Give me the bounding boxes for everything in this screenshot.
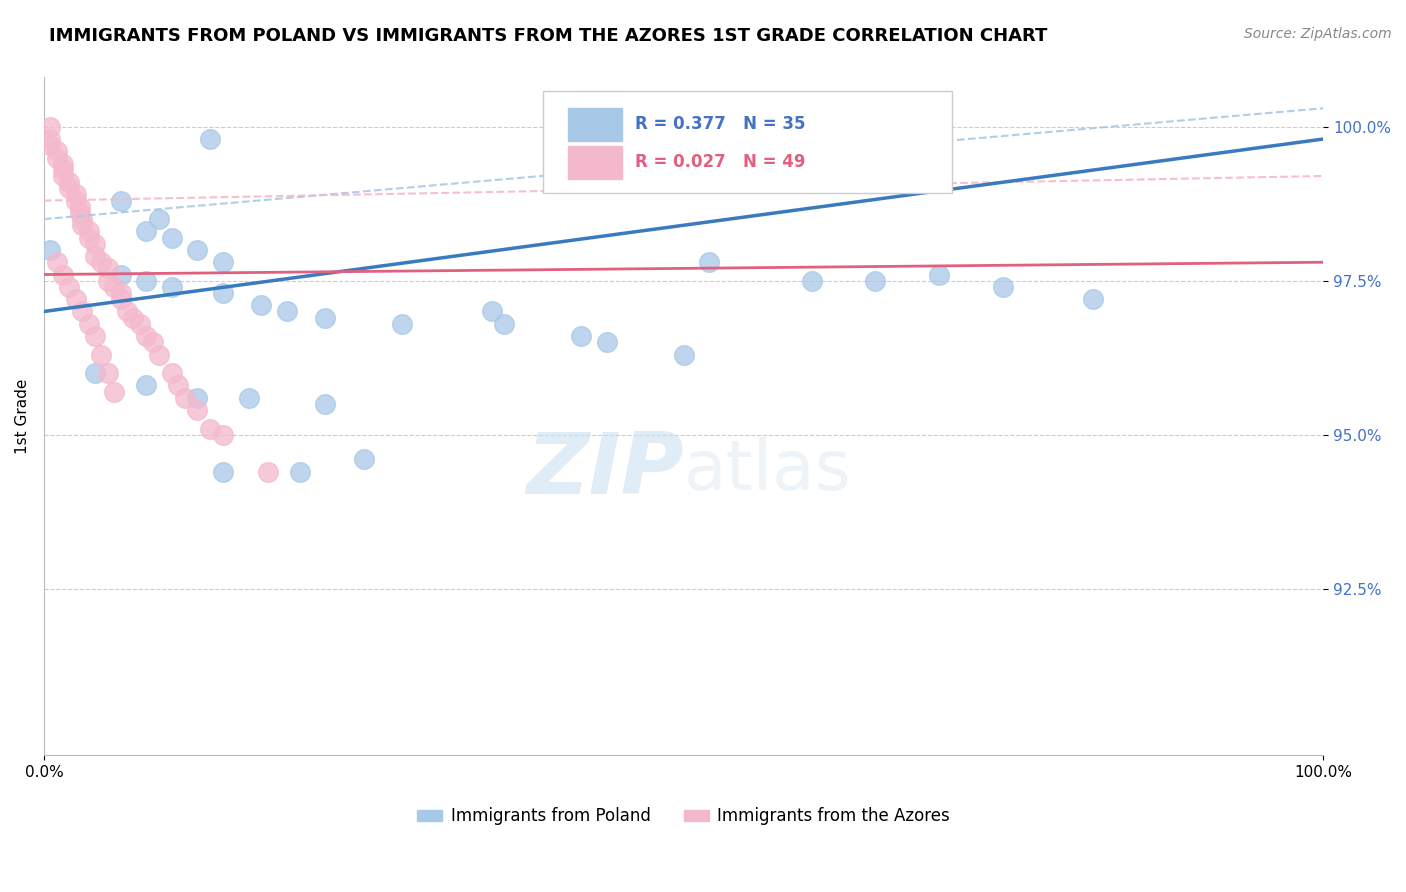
- Point: [65, 292, 87, 306]
- Point: [58, 280, 80, 294]
- Point: [69, 200, 91, 214]
- Point: [800, 274, 823, 288]
- Point: [135, 274, 157, 288]
- Y-axis label: 1st Grade: 1st Grade: [15, 378, 30, 454]
- Point: [569, 329, 592, 343]
- Point: [65, 187, 87, 202]
- Point: [77, 317, 100, 331]
- Point: [65, 194, 87, 208]
- Point: [115, 304, 138, 318]
- Point: [238, 391, 260, 405]
- Point: [672, 348, 695, 362]
- Point: [90, 348, 112, 362]
- Point: [148, 348, 170, 362]
- Point: [110, 292, 132, 306]
- Point: [97, 366, 120, 380]
- Point: [84, 236, 107, 251]
- Point: [84, 329, 107, 343]
- Point: [39, 138, 62, 153]
- Point: [90, 255, 112, 269]
- Point: [212, 427, 235, 442]
- Point: [58, 175, 80, 189]
- Point: [39, 132, 62, 146]
- Point: [45, 151, 67, 165]
- Text: ZIP: ZIP: [526, 429, 683, 512]
- Point: [128, 317, 150, 331]
- Text: R = 0.027   N = 49: R = 0.027 N = 49: [636, 153, 806, 171]
- Point: [186, 403, 208, 417]
- Point: [314, 310, 336, 325]
- Point: [288, 465, 311, 479]
- Point: [276, 304, 298, 318]
- Point: [993, 280, 1015, 294]
- Point: [481, 304, 503, 318]
- FancyBboxPatch shape: [568, 146, 623, 179]
- Point: [494, 317, 516, 331]
- Point: [110, 194, 132, 208]
- Point: [148, 212, 170, 227]
- Point: [250, 298, 273, 312]
- Point: [39, 243, 62, 257]
- Point: [97, 274, 120, 288]
- Point: [256, 465, 278, 479]
- Text: Source: ZipAtlas.com: Source: ZipAtlas.com: [1244, 27, 1392, 41]
- Point: [160, 280, 183, 294]
- Point: [160, 366, 183, 380]
- FancyBboxPatch shape: [543, 91, 952, 193]
- Point: [314, 397, 336, 411]
- Point: [186, 243, 208, 257]
- Legend: Immigrants from Poland, Immigrants from the Azores: Immigrants from Poland, Immigrants from …: [411, 800, 956, 832]
- Point: [353, 452, 375, 467]
- Point: [160, 230, 183, 244]
- Point: [103, 280, 125, 294]
- Point: [103, 384, 125, 399]
- Point: [77, 230, 100, 244]
- Point: [52, 156, 75, 170]
- Point: [72, 219, 94, 233]
- Point: [212, 285, 235, 300]
- Text: atlas: atlas: [683, 437, 852, 504]
- Point: [697, 255, 720, 269]
- Point: [596, 335, 619, 350]
- Point: [45, 145, 67, 159]
- Point: [39, 120, 62, 134]
- Point: [52, 162, 75, 177]
- Point: [135, 329, 157, 343]
- Point: [135, 224, 157, 238]
- Point: [391, 317, 413, 331]
- Point: [135, 378, 157, 392]
- Point: [45, 255, 67, 269]
- Point: [52, 268, 75, 282]
- Point: [52, 169, 75, 183]
- Point: [865, 274, 887, 288]
- Point: [142, 335, 165, 350]
- Point: [110, 268, 132, 282]
- Point: [212, 255, 235, 269]
- Point: [72, 212, 94, 227]
- Point: [186, 391, 208, 405]
- Point: [84, 249, 107, 263]
- Point: [72, 304, 94, 318]
- Point: [1081, 292, 1104, 306]
- Point: [122, 310, 145, 325]
- Text: IMMIGRANTS FROM POLAND VS IMMIGRANTS FROM THE AZORES 1ST GRADE CORRELATION CHART: IMMIGRANTS FROM POLAND VS IMMIGRANTS FRO…: [49, 27, 1047, 45]
- FancyBboxPatch shape: [568, 108, 623, 141]
- Point: [110, 285, 132, 300]
- Point: [167, 378, 190, 392]
- Text: R = 0.377   N = 35: R = 0.377 N = 35: [636, 115, 806, 133]
- Point: [173, 391, 195, 405]
- Point: [928, 268, 950, 282]
- Point: [69, 206, 91, 220]
- Point: [58, 181, 80, 195]
- Point: [200, 421, 222, 435]
- Point: [97, 261, 120, 276]
- Point: [77, 224, 100, 238]
- Point: [200, 132, 222, 146]
- Point: [84, 366, 107, 380]
- Point: [212, 465, 235, 479]
